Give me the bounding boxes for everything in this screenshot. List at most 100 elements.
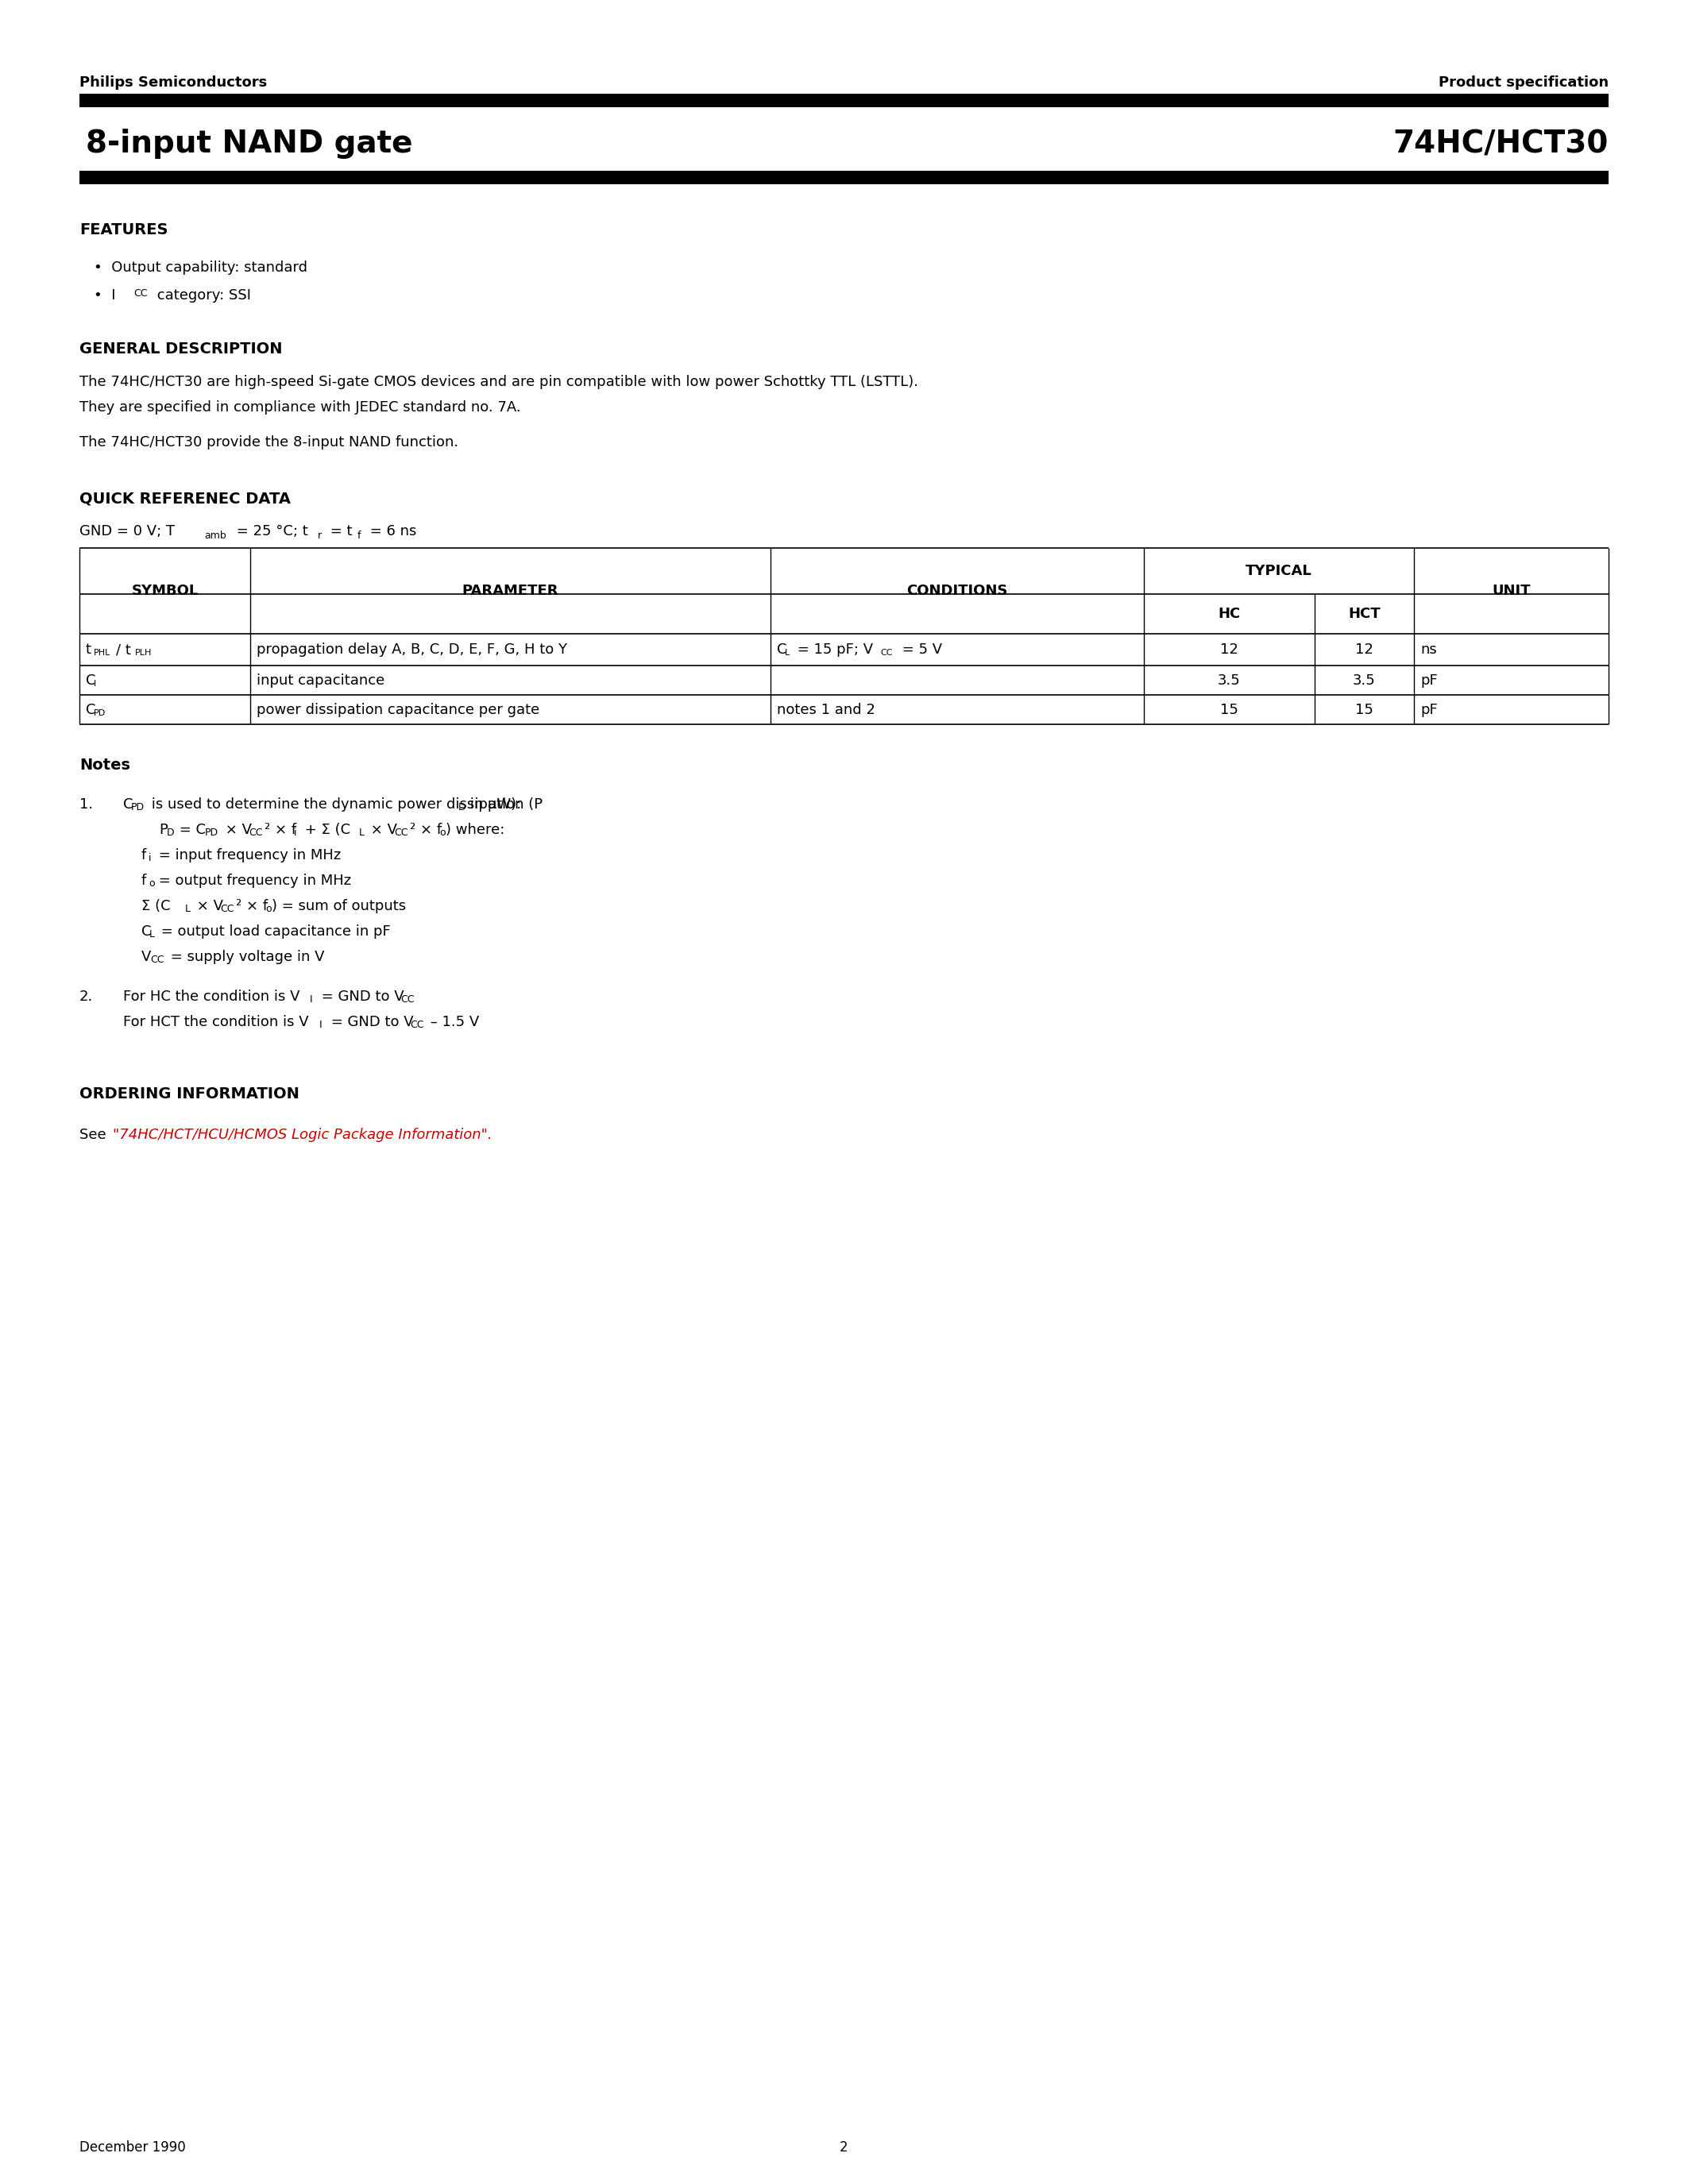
Text: 2.: 2. (79, 989, 93, 1005)
Text: L: L (785, 649, 790, 657)
Text: HC: HC (1219, 607, 1241, 620)
Text: = t: = t (326, 524, 353, 539)
Text: in μW):: in μW): (466, 797, 522, 812)
Text: •  I: • I (95, 288, 115, 304)
Text: = 15 pF; V: = 15 pF; V (793, 642, 873, 657)
Text: power dissipation capacitance per gate: power dissipation capacitance per gate (257, 703, 540, 716)
Text: CC: CC (393, 828, 408, 839)
Text: D: D (167, 828, 174, 839)
Text: V: V (142, 950, 152, 963)
Text: 15: 15 (1220, 703, 1239, 716)
Text: C: C (86, 703, 96, 716)
Text: HCT: HCT (1349, 607, 1381, 620)
Text: CC: CC (248, 828, 263, 839)
Text: o: o (149, 878, 155, 889)
Text: "74HC/HCT/HCU/HCMOS Logic Package Information".: "74HC/HCT/HCU/HCMOS Logic Package Inform… (113, 1127, 493, 1142)
Text: C: C (86, 673, 96, 688)
Text: C: C (123, 797, 133, 812)
Text: ² × f: ² × f (410, 823, 442, 836)
Text: = 5 V: = 5 V (898, 642, 942, 657)
Text: × V: × V (192, 900, 223, 913)
Text: pF: pF (1420, 673, 1438, 688)
Text: For HCT the condition is V: For HCT the condition is V (123, 1016, 309, 1029)
Text: ² × f: ² × f (236, 900, 268, 913)
Text: PD: PD (95, 710, 106, 716)
Text: The 74HC/HCT30 provide the 8-input NAND function.: The 74HC/HCT30 provide the 8-input NAND … (79, 435, 459, 450)
Text: CC: CC (133, 288, 147, 299)
Text: PD: PD (204, 828, 218, 839)
Text: ² × f: ² × f (265, 823, 297, 836)
Text: Philips Semiconductors: Philips Semiconductors (79, 76, 267, 90)
Text: Product specification: Product specification (1438, 76, 1609, 90)
Text: I: I (319, 1020, 322, 1031)
Text: = C: = C (176, 823, 206, 836)
Text: = 6 ns: = 6 ns (365, 524, 417, 539)
Text: D: D (459, 802, 466, 812)
Text: 15: 15 (1355, 703, 1374, 716)
Text: The 74HC/HCT30 are high-speed Si-gate CMOS devices and are pin compatible with l: The 74HC/HCT30 are high-speed Si-gate CM… (79, 376, 918, 389)
Text: L: L (186, 904, 191, 915)
Text: FEATURES: FEATURES (79, 223, 169, 238)
Text: L: L (149, 928, 155, 939)
Text: CC: CC (410, 1020, 424, 1031)
Text: = input frequency in MHz: = input frequency in MHz (154, 847, 341, 863)
Text: For HC the condition is V: For HC the condition is V (123, 989, 300, 1005)
Text: = output load capacitance in pF: = output load capacitance in pF (157, 924, 390, 939)
Text: PD: PD (132, 802, 145, 812)
Text: GENERAL DESCRIPTION: GENERAL DESCRIPTION (79, 341, 282, 356)
Text: December 1990: December 1990 (79, 2140, 186, 2156)
Text: ORDERING INFORMATION: ORDERING INFORMATION (79, 1085, 299, 1101)
Text: I: I (95, 679, 96, 688)
Text: •  Output capability: standard: • Output capability: standard (95, 260, 307, 275)
Text: PARAMETER: PARAMETER (463, 583, 559, 598)
Text: f: f (142, 847, 147, 863)
Text: amb: amb (204, 531, 226, 542)
Text: category: SSI: category: SSI (152, 288, 252, 304)
Text: o: o (439, 828, 446, 839)
Text: 3.5: 3.5 (1217, 673, 1241, 688)
Text: / t: / t (116, 642, 132, 657)
Text: f: f (358, 531, 361, 542)
Text: PHL: PHL (95, 649, 111, 657)
Text: See: See (79, 1127, 111, 1142)
Text: = GND to V: = GND to V (326, 1016, 414, 1029)
Text: × V: × V (221, 823, 252, 836)
Text: ns: ns (1420, 642, 1436, 657)
Text: I: I (311, 994, 312, 1005)
Text: UNIT: UNIT (1492, 583, 1531, 598)
Text: f: f (142, 874, 147, 889)
Text: ) where:: ) where: (446, 823, 505, 836)
Text: = 25 °C; t: = 25 °C; t (231, 524, 307, 539)
Text: L: L (360, 828, 365, 839)
Text: QUICK REFERENEC DATA: QUICK REFERENEC DATA (79, 491, 290, 507)
Text: 2: 2 (841, 2140, 849, 2156)
Text: t: t (86, 642, 91, 657)
Text: CC: CC (150, 954, 164, 965)
Text: = output frequency in MHz: = output frequency in MHz (154, 874, 351, 889)
Text: notes 1 and 2: notes 1 and 2 (776, 703, 876, 716)
Text: C: C (776, 642, 787, 657)
Text: r: r (317, 531, 322, 542)
Text: 1.: 1. (79, 797, 93, 812)
Text: 12: 12 (1355, 642, 1374, 657)
Text: They are specified in compliance with JEDEC standard no. 7A.: They are specified in compliance with JE… (79, 400, 522, 415)
Text: i: i (294, 828, 297, 839)
Text: SYMBOL: SYMBOL (132, 583, 197, 598)
Text: 12: 12 (1220, 642, 1239, 657)
Text: ) = sum of outputs: ) = sum of outputs (272, 900, 407, 913)
Text: o: o (265, 904, 272, 915)
Text: CC: CC (400, 994, 414, 1005)
Bar (79, 170, 1609, 183)
Text: 74HC/HCT30: 74HC/HCT30 (1393, 129, 1609, 159)
Text: CC: CC (879, 649, 893, 657)
Text: CONDITIONS: CONDITIONS (906, 583, 1008, 598)
Text: × V: × V (366, 823, 397, 836)
Text: GND = 0 V; T: GND = 0 V; T (79, 524, 176, 539)
Text: TYPICAL: TYPICAL (1246, 563, 1312, 579)
Text: CC: CC (219, 904, 235, 915)
Text: 3.5: 3.5 (1352, 673, 1376, 688)
Text: = supply voltage in V: = supply voltage in V (165, 950, 324, 963)
Text: propagation delay A, B, C, D, E, F, G, H to Y: propagation delay A, B, C, D, E, F, G, H… (257, 642, 567, 657)
Text: pF: pF (1420, 703, 1438, 716)
Text: – 1.5 V: – 1.5 V (425, 1016, 479, 1029)
